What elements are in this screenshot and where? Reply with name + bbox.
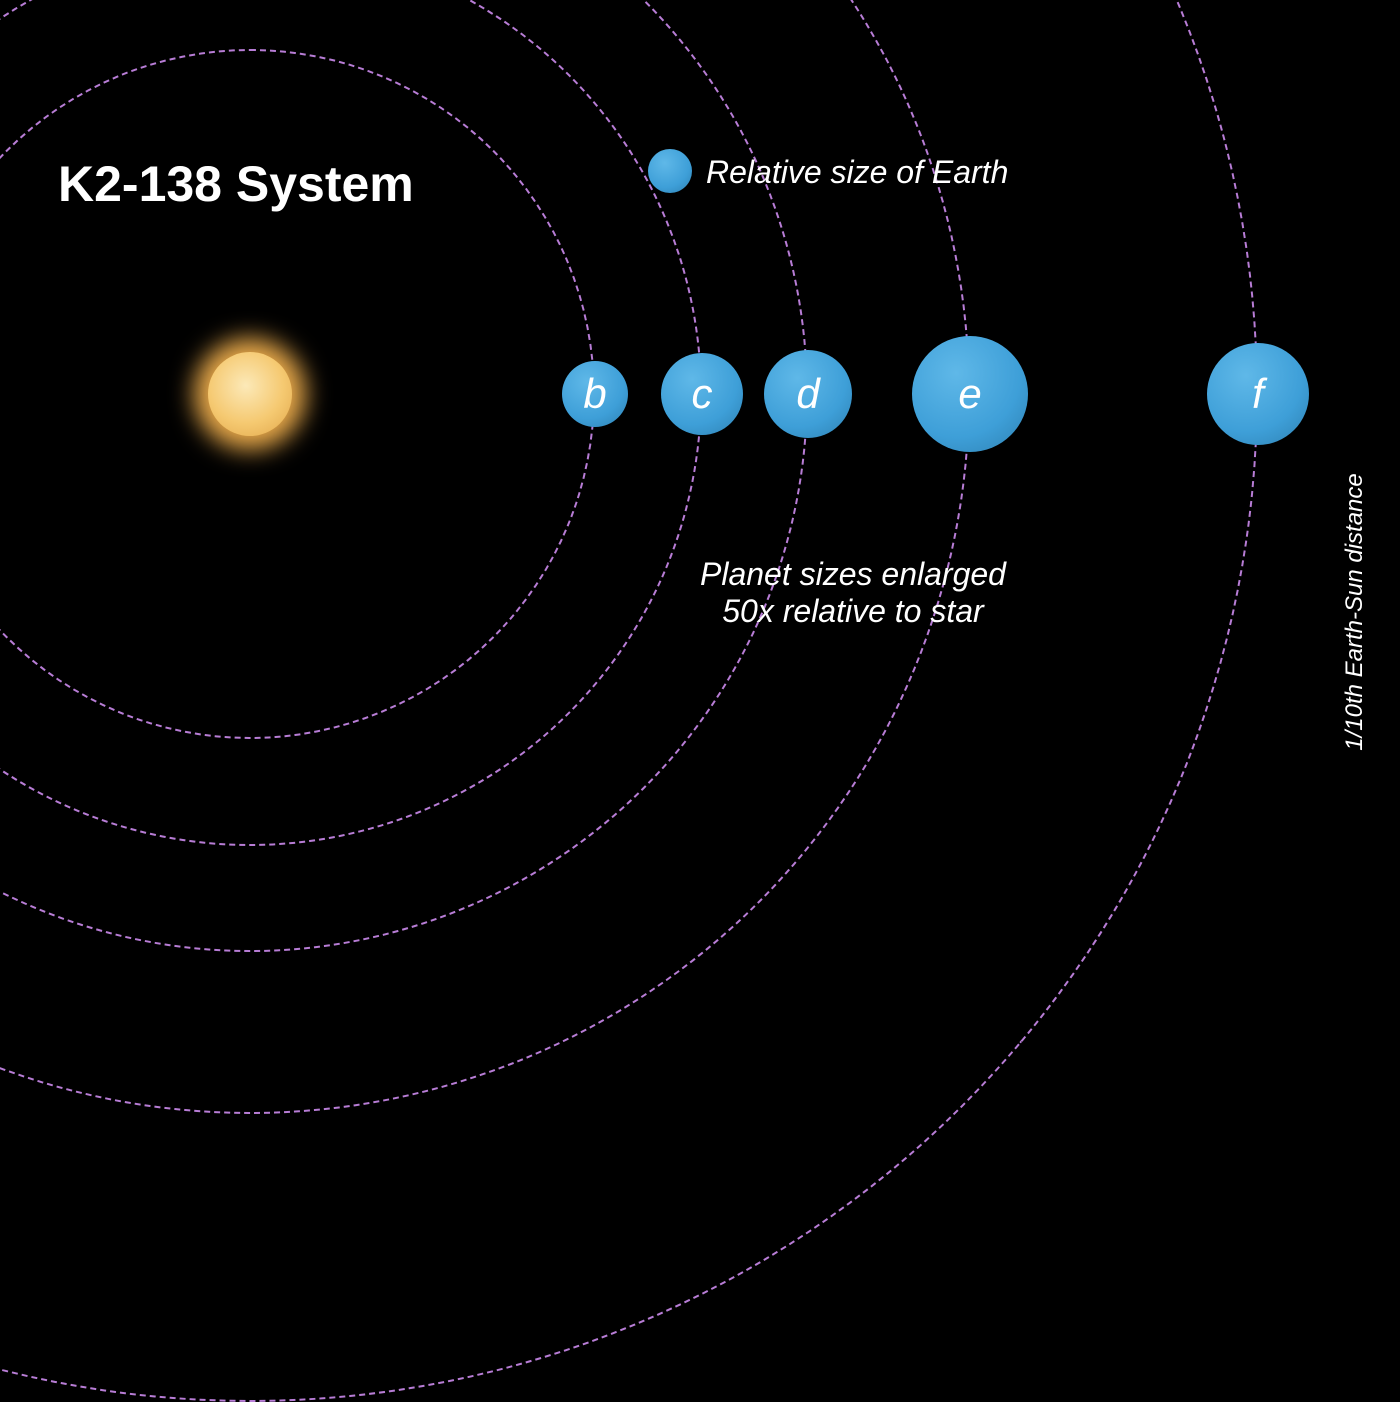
earth-reference-circle bbox=[648, 149, 692, 193]
caption-line-1: Planet sizes enlarged bbox=[700, 556, 1006, 593]
planet-label-d: d bbox=[796, 370, 819, 418]
planet-label-c: c bbox=[692, 370, 713, 418]
scale-caption: Planet sizes enlarged50x relative to sta… bbox=[700, 556, 1006, 630]
distance-scale-label: 1/10th Earth-Sun distance bbox=[1341, 473, 1369, 751]
system-title: K2-138 System bbox=[58, 155, 414, 213]
planet-c: c bbox=[661, 353, 743, 435]
planet-d: d bbox=[764, 350, 852, 438]
caption-line-2: 50x relative to star bbox=[700, 593, 1006, 630]
planet-label-e: e bbox=[958, 370, 981, 418]
planet-b: b bbox=[562, 361, 628, 427]
planet-label-f: f bbox=[1252, 370, 1264, 418]
earth-reference-label: Relative size of Earth bbox=[706, 154, 1008, 191]
orbit-ring-2 bbox=[0, 0, 808, 952]
planet-label-b: b bbox=[583, 370, 606, 418]
planet-e: e bbox=[912, 336, 1028, 452]
central-star bbox=[208, 352, 292, 436]
planet-f: f bbox=[1207, 343, 1309, 445]
